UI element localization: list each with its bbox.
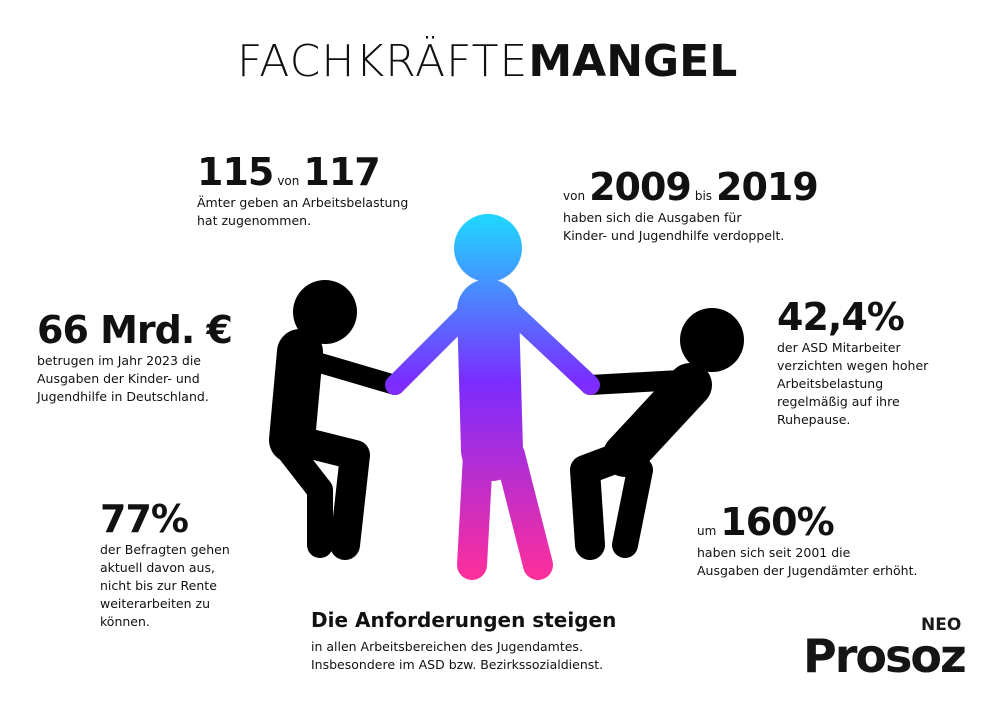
- line: Ausgaben der Kinder- und: [37, 371, 200, 386]
- logo-main: Prosoz: [803, 629, 967, 683]
- title: FACHKRÄFTE MANGEL: [237, 36, 737, 87]
- line: verzichten wegen hoher: [777, 358, 929, 373]
- line: hat zugenommen.: [197, 213, 312, 228]
- left-figure: [269, 280, 405, 560]
- line: Ämter geben an Arbeitsbelastung: [197, 195, 409, 210]
- stat-desc: haben sich seit 2001 die Ausgaben der Jug…: [697, 544, 917, 580]
- stat-desc: haben sich die Ausgaben für Kinder- und J…: [563, 209, 818, 245]
- line: aktuell davon aus,: [100, 560, 215, 575]
- stat-value: 2019: [716, 165, 819, 209]
- line: der ASD Mitarbeiter: [777, 340, 901, 355]
- stat-value: 160%: [720, 500, 834, 544]
- line: regelmäßig auf ihre: [777, 394, 900, 409]
- title-bold: MANGEL: [528, 36, 738, 87]
- stat-value: 66 Mrd. €: [37, 308, 233, 352]
- stat-value: 117: [303, 150, 380, 194]
- stat-desc: Ämter geben an Arbeitsbelastung hat zugen…: [197, 194, 408, 230]
- line: der Befragten gehen: [100, 542, 230, 557]
- stat-word: bis: [694, 189, 713, 203]
- stat-word: um: [697, 524, 717, 538]
- title-light: FACHKRÄFTE: [237, 36, 529, 87]
- stat-value: 77%: [100, 497, 189, 541]
- line: Arbeitsbelastung: [777, 376, 884, 391]
- stat-desc: der ASD Mitarbeiter verzichten wegen hohe…: [777, 339, 928, 429]
- stat: 115 von 117 Ämter geben an Arbeitsbelastun…: [197, 150, 408, 230]
- stat-word: von: [277, 174, 300, 188]
- stat: um 160% haben sich seit 2001 die Ausgaben …: [697, 500, 917, 580]
- stat-value: 115: [197, 150, 274, 194]
- line: Jugendhilfe in Deutschland.: [37, 389, 209, 404]
- line: Kinder- und Jugendhilfe verdoppelt.: [563, 228, 785, 243]
- line: haben sich seit 2001 die: [697, 545, 851, 560]
- line: nicht bis zur Rente: [100, 578, 217, 593]
- logo-neo: NEO: [921, 615, 962, 635]
- line: Insbesondere im ASD bzw. Bezirkssozialdi…: [311, 657, 604, 672]
- stat: 77% der Befragten gehen aktuell davon aus…: [100, 497, 230, 631]
- line: haben sich die Ausgaben für: [563, 210, 742, 225]
- line: Ausgaben der Jugendämter erhöht.: [697, 563, 918, 578]
- footer-heading: Die Anforderungen steigen: [311, 608, 617, 632]
- stat-desc: der Befragten gehen aktuell davon aus, nic…: [100, 541, 230, 631]
- line: weiterarbeiten zu: [100, 596, 210, 611]
- line: Ruhepause.: [777, 412, 851, 427]
- center-figure: [385, 214, 600, 580]
- stat-value: 2009: [589, 165, 692, 209]
- line: in allen Arbeitsbereichen des Jugendamte…: [311, 639, 583, 654]
- footer-desc: in allen Arbeitsbereichen des Jugendamte…: [311, 638, 616, 674]
- right-figure: [570, 308, 744, 560]
- stat-value: 42,4%: [777, 295, 905, 339]
- stat: von 2009 bis 2019 haben sich die Ausgaben f…: [563, 165, 819, 245]
- stat: 42,4% der ASD Mitarbeiter verzichten wege…: [777, 295, 928, 429]
- stat: 66 Mrd. € betrugen im Jahr 2023 die Ausga…: [37, 308, 233, 406]
- stat-desc: betrugen im Jahr 2023 die Ausgaben der Ki…: [37, 352, 232, 406]
- footer: Die Anforderungen steigen in allen Arbei…: [311, 608, 616, 674]
- stat-word: von: [563, 189, 586, 203]
- line: betrugen im Jahr 2023 die: [37, 353, 201, 368]
- line: können.: [100, 614, 150, 629]
